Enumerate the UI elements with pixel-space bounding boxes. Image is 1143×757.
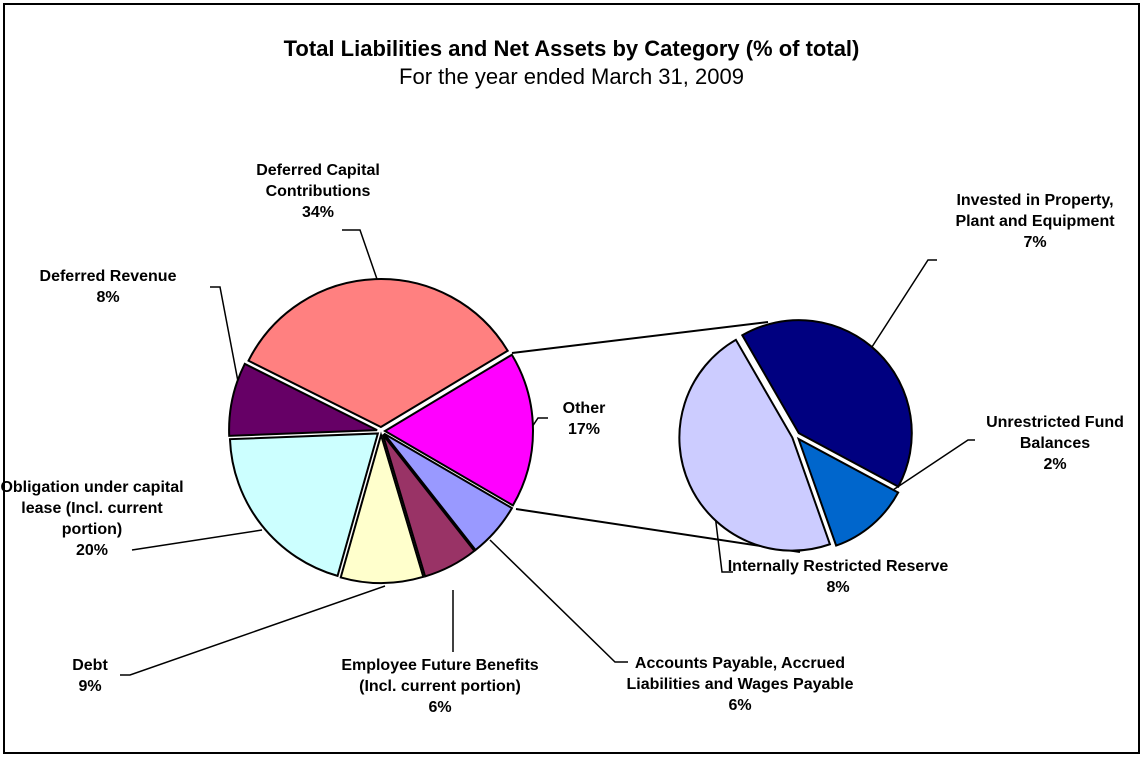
value-label: 8% [96,289,120,306]
value-label: 8% [826,579,850,596]
category-label: Obligation under capital lease (Incl. cu… [0,479,184,538]
leader-line [210,286,241,393]
category-label: Accounts Payable, Accrued Liabilities an… [626,655,854,693]
category-label: Deferred Capital Contributions [256,162,380,200]
leader-line [131,529,263,551]
frame [3,3,1140,754]
pie-slice [383,432,514,552]
connector-line [511,321,769,354]
data-label: Debt 9% [60,655,120,697]
leader-line [869,259,937,351]
category-label: Deferred Revenue [39,268,177,285]
value-label: 2% [1043,456,1067,473]
pie-slice [383,353,534,507]
category-label: Other [562,400,606,417]
pie-slice [339,431,425,584]
pie-slice [381,433,476,578]
data-label: Obligation under capital lease (Incl. cu… [0,477,192,561]
value-label: 20% [75,542,109,559]
pie-slice [796,436,900,547]
data-label: Employee Future Benefits (Incl. current … [335,655,545,718]
category-label: Invested in Property, Plant and Equipmen… [955,192,1115,230]
pie-slice [740,319,913,488]
data-label: Other 17% [554,398,614,440]
pie-slice [678,338,832,552]
data-label: Deferred Revenue 8% [3,266,213,308]
data-label: Unrestricted Fund Balances 2% [980,412,1130,475]
value-label: 7% [1023,234,1047,251]
category-label: Employee Future Benefits (Incl. current … [341,657,539,695]
value-label: 9% [78,678,102,695]
connector-lines [511,321,801,553]
value-label: 17% [567,421,601,438]
category-label: Internally Restricted Reserve [727,558,949,575]
leader-line [342,229,379,283]
value-label: 6% [428,699,452,716]
data-label: Deferred Capital Contributions 34% [223,160,413,223]
leader-line [889,439,975,493]
value-label: 6% [728,697,752,714]
chart-subtitle: For the year ended March 31, 2009 [399,64,744,89]
leader-line [489,539,628,663]
pie-slice [228,432,380,578]
value-label: 34% [301,204,335,221]
leader-line [120,585,386,676]
category-label: Unrestricted Fund Balances [986,414,1124,452]
pie-slice [247,278,510,429]
chart-title: Total Liabilities and Net Assets by Cate… [283,36,860,61]
category-label: Debt [72,657,108,674]
data-label: Accounts Payable, Accrued Liabilities an… [625,653,855,716]
connector-line [515,508,801,553]
data-label: Invested in Property, Plant and Equipmen… [940,190,1130,253]
data-label: Internally Restricted Reserve 8% [723,556,953,598]
pie-slice [228,362,378,437]
